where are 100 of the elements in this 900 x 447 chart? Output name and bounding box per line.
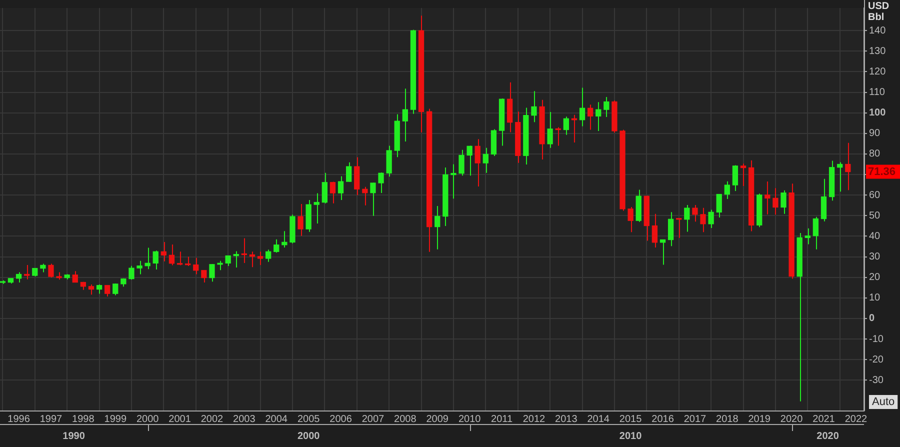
candlestick [482,147,488,174]
x-tick-label: 1998 [72,414,95,425]
x-tick-label: 1997 [40,414,63,425]
candlestick [628,206,634,233]
candlestick [708,209,714,229]
candlestick [458,149,464,176]
candlestick [450,164,456,200]
candlestick [193,257,199,275]
candlestick [330,181,336,204]
candlestick [314,192,320,224]
candlestick [700,207,706,233]
candlestick [233,250,239,268]
y-tick-label: -30 [869,374,884,386]
candlestick [274,238,280,254]
candlestick [282,230,288,248]
candlestick [209,263,215,282]
y-tick-label: 100 [869,108,886,119]
candlestick [225,255,231,267]
x-tick-label: 2017 [684,414,707,425]
candlestick [531,90,537,123]
candlestick [72,270,78,283]
candlestick [772,188,778,216]
x-tick-label: 2004 [265,414,288,425]
candlestick [136,260,142,275]
y-tick-label: -10 [869,334,884,345]
y-tick-label: 60 [869,190,881,201]
text: Auto [872,396,895,408]
candlestick [652,213,658,248]
candlestick [845,142,851,191]
candlestick [322,172,328,204]
annotation: 71.36 [868,166,896,178]
x-tick-label: 2022 [844,414,868,425]
y-tick-label: -20 [869,354,884,366]
y-tick-label: 10 [869,292,881,304]
candlestick [563,116,569,136]
candlestick [466,145,472,176]
candlestick [88,284,94,296]
x-tick-label: 2009 [426,414,449,425]
candlestick [338,176,344,201]
text: 2020 [816,430,840,442]
y-tick-label: 140 [869,25,886,36]
x-tick-label: 2020 [780,414,804,425]
x-tick-label: 2007 [362,414,385,425]
candlestick [547,112,553,148]
candlestick [298,203,304,236]
candlestick [160,241,167,262]
candlestick [604,96,610,118]
candlestick [579,87,586,127]
candlestick [434,206,440,250]
x-tick-label: 2003 [233,414,256,425]
candlestick [596,102,602,132]
candlestick [716,194,722,218]
candlestick [386,145,392,178]
text: 2000 [297,430,320,442]
text: 2010 [619,430,642,442]
y-tick-label: 130 [869,46,886,57]
y-tick-label: 90 [869,128,881,140]
candlestick [144,247,150,270]
x-tick-label: 2015 [619,414,642,425]
candlestick [724,180,730,200]
x-tick-label: 2006 [330,414,352,425]
candlestick [837,162,843,192]
x-tick-label: 2012 [522,414,546,425]
candlestick [668,212,674,247]
candlestick [474,138,480,187]
candlestick [257,251,264,266]
candlestick [168,244,175,266]
x-tick-label: 2021 [812,414,836,425]
candlestick [24,264,30,280]
y-tick-label: 120 [869,66,886,78]
y-tick-label: 110 [869,87,886,98]
candlestick [812,216,819,250]
x-tick-label: 2014 [587,414,610,425]
x-tick-label: 2010 [458,414,482,425]
x-tick-label: 2001 [168,414,192,425]
x-tick-label: 2002 [200,414,224,425]
candlestick [346,162,352,182]
candlestick [152,250,158,270]
candlestick [402,88,408,142]
x-tick-label: 2013 [555,414,578,425]
x-tick-label: 1999 [104,414,127,425]
candlestick [378,172,384,194]
candlestick [16,272,22,283]
candlestick [354,156,360,196]
y-axis-title: USD Bbl [868,0,890,23]
x-tick-label: 2005 [297,414,320,425]
y-tick-label: 40 [869,230,881,242]
candlestick [684,204,690,232]
x-tick-label: 2019 [748,414,771,425]
candlestick [587,104,594,130]
candlestick [128,265,134,280]
candlestick [201,270,207,283]
candlestick [370,182,376,216]
candlestick [740,163,746,187]
candlestick [506,82,513,133]
x-tick-label: 1996 [8,414,30,425]
candlestick [96,284,102,294]
candlestick [780,190,786,214]
x-tick-label: 2000 [136,414,160,425]
candlestick [764,181,770,215]
